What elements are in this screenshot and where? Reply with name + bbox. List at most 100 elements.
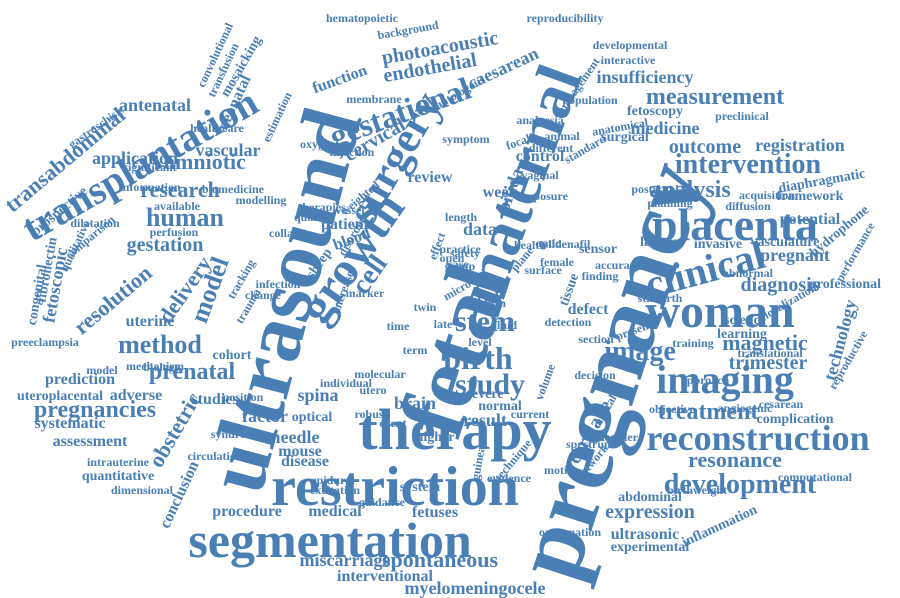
cloud-word-intervention: intervention (674, 149, 822, 180)
cloud-word-treatment: treatment (657, 399, 759, 425)
cloud-word-insufficiency: insufficiency (596, 67, 694, 87)
cloud-word-vascular: vascular (195, 140, 261, 160)
cloud-word-stem: stem (455, 305, 515, 338)
cloud-word-safety: safety (450, 246, 480, 260)
cloud-word-preclinical: preclinical (715, 109, 769, 123)
cloud-word-diagnosis: diagnosis (740, 274, 820, 296)
cloud-word-optic: optic (535, 236, 561, 250)
cloud-word-uteroplacental: uteroplacental (16, 389, 104, 404)
cloud-word-ultrasonic: ultrasonic (610, 526, 680, 543)
cloud-word-abdominal: abdominal (618, 490, 682, 505)
cloud-word-practice: practice (439, 242, 481, 256)
cloud-word-antenatal: antenatal (119, 95, 191, 115)
cloud-word-defect: defect (567, 301, 609, 318)
cloud-word-information: information (119, 180, 181, 194)
cloud-word-fluid: fluid (492, 318, 518, 332)
cloud-word-analysis: analysis (649, 177, 731, 203)
cloud-word-resonance: resonance (688, 447, 782, 472)
cloud-word-data: data (462, 219, 498, 239)
cloud-word-case: case (447, 257, 469, 271)
cloud-word-sildenafil: sildenafil (543, 237, 591, 251)
cloud-word-potential: potential (779, 211, 841, 228)
cloud-word-cesarean: cesarean (758, 397, 804, 411)
cloud-word-membrane: membrane (346, 92, 402, 106)
cloud-word-pregnant: pregnant (760, 245, 830, 265)
cloud-word-patient: patient (321, 216, 369, 233)
cloud-word-measurement: measurement (645, 84, 785, 110)
cloud-word-syndrome: syndrome (210, 427, 262, 441)
cloud-word-open: open (439, 251, 465, 265)
cloud-word-analgesia: analgesia (516, 113, 564, 127)
cloud-word-labour: labour (640, 235, 680, 250)
cloud-word-mouse: mouse (278, 443, 322, 460)
cloud-word-late: late (433, 317, 453, 331)
cloud-word-marker: marker (345, 286, 385, 300)
cloud-word-hematopoietic: hematopoietic (326, 11, 398, 25)
cloud-word-symptom: symptom (442, 132, 490, 146)
cloud-word-collagen: collagen (269, 226, 311, 240)
cloud-word-current: current (510, 407, 550, 421)
cloud-word-learning: learning (717, 327, 767, 342)
cloud-word-procedure: procedure (212, 503, 282, 520)
cloud-word-approach: approach (680, 373, 730, 387)
cloud-word-reproducibility: reproducibility (526, 11, 604, 25)
cloud-word-vessel: vessel (335, 203, 365, 217)
cloud-word-developmental: developmental (592, 38, 668, 52)
cloud-word-normal: normal (478, 399, 522, 414)
cloud-word-framework: framework (776, 189, 844, 204)
cloud-word-invasive: invasive (693, 237, 743, 252)
cloud-word-application: application (91, 148, 179, 168)
cloud-word-circulation: circulation (187, 449, 243, 463)
cloud-word-study: study (454, 368, 526, 401)
cloud-word-imaging: imaging (656, 357, 794, 402)
cloud-word-gestation: gestation (126, 234, 204, 256)
cloud-word-cohort: cohort (212, 348, 252, 363)
cloud-word-utero: utero (359, 383, 387, 397)
cloud-word-healthcare: healthcare (190, 121, 244, 135)
cloud-word-week: week (482, 184, 518, 201)
cloud-word-perfusion: perfusion (149, 225, 199, 239)
cloud-word-spina: spina (297, 385, 339, 405)
cloud-word-miscarriage: miscarriage (299, 550, 391, 570)
cloud-word-biology: biology (143, 360, 181, 374)
cloud-word-therapy: therapy (358, 397, 552, 462)
cloud-word-different: different (528, 141, 574, 155)
cloud-word-fetoscopy: fetoscopy (627, 104, 683, 119)
cloud-word-development: development (663, 469, 817, 500)
cloud-word-sperm: sperm (474, 296, 506, 310)
cloud-word-placenta: placenta (651, 199, 819, 250)
cloud-word-guidance: guidance (358, 495, 406, 509)
cloud-word-therapies: therapies (298, 200, 346, 214)
cloud-word-modelling: modelling (235, 193, 287, 207)
cloud-word-twin: twin (413, 300, 437, 314)
cloud-word-group: group (444, 259, 476, 273)
cloud-word-surgical: surgical (601, 130, 649, 145)
cloud-word-risk: risk (476, 290, 504, 307)
cloud-word-computational: computational (777, 470, 853, 484)
cloud-word-research: research (140, 177, 220, 202)
cloud-word-pregnancies: pregnancies (33, 397, 157, 423)
cloud-word-molecular: molecular (354, 367, 406, 381)
cloud-word-preeclampsia: preeclampsia (11, 335, 79, 349)
cloud-word-prenatal: prenatal (148, 359, 236, 385)
cloud-word-event: event (379, 416, 407, 430)
cloud-word-significant: significant (123, 160, 177, 174)
cloud-word-vasculature: vasculature (750, 235, 820, 250)
cloud-word-translational: translational (737, 346, 803, 360)
cloud-word-oxygen: oxygen (300, 137, 336, 151)
cloud-word-medicine: medicine (630, 118, 700, 138)
cloud-word-woman: woman (645, 285, 795, 338)
cloud-word-disease: disease (281, 453, 329, 470)
cloud-word-training: training (672, 336, 714, 350)
cloud-word-decision: decision (574, 368, 616, 382)
cloud-word-severe: severe (466, 387, 504, 402)
cloud-word-control: control (515, 148, 565, 165)
cloud-word-reconstruction: reconstruction (646, 418, 870, 458)
cloud-word-outcome: outcome (668, 136, 742, 158)
cloud-word-population: population (562, 93, 618, 107)
cloud-word-dilatation: dilatation (70, 216, 120, 230)
cloud-word-level: level (468, 335, 492, 349)
cloud-word-section: section (578, 332, 614, 346)
cloud-word-adverse: adverse (109, 387, 163, 404)
cloud-word-objective: objective (649, 402, 695, 416)
